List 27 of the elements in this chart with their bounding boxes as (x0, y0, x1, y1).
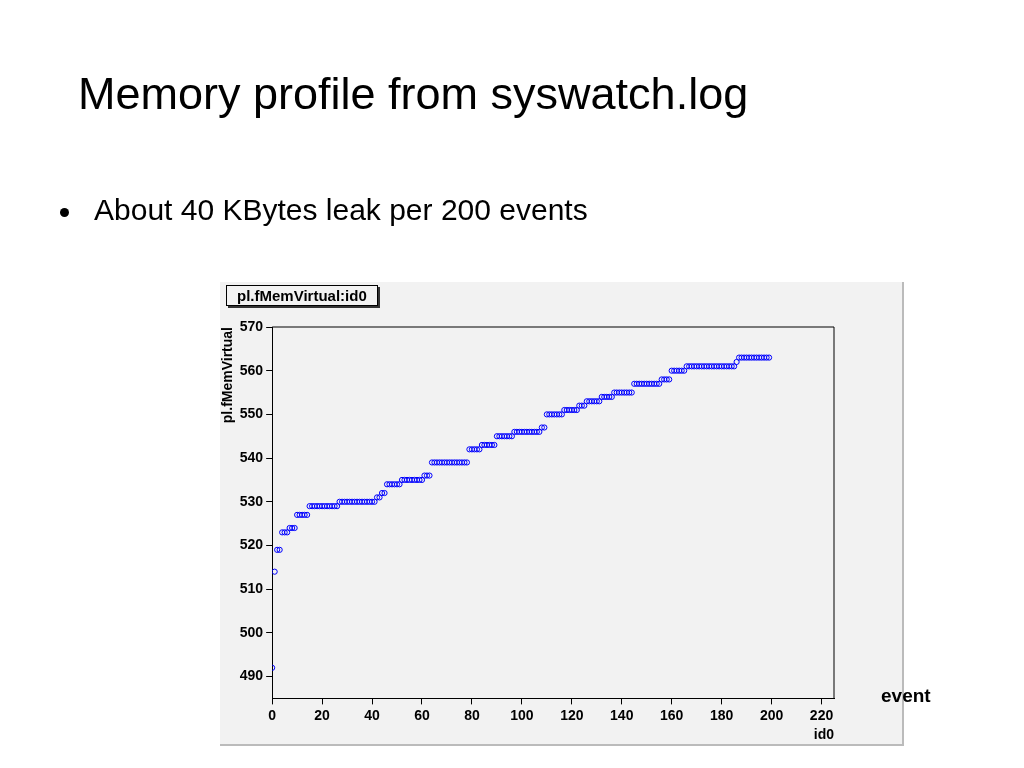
x-tick-label: 60 (414, 706, 430, 723)
y-tick-label: 540 (239, 448, 264, 465)
chart-title: Memory profile from syswatch.log (78, 68, 749, 120)
x-tick-label: 40 (364, 706, 381, 723)
y-tick-label: 490 (239, 667, 264, 684)
x-tick-label: 0 (268, 706, 277, 723)
x-tick-label: 80 (464, 706, 480, 723)
y-axis-title: pl.fMemVirtual (219, 327, 236, 424)
x-tick-label: 200 (759, 706, 784, 723)
y-tick-label: 500 (239, 623, 264, 640)
x-tick-label: 140 (610, 706, 634, 723)
x-tick-label: 20 (314, 706, 331, 723)
x-axis-title: id0 (813, 726, 835, 743)
text: event (881, 685, 931, 707)
y-tick-label: 510 (239, 580, 264, 597)
chart-subtitle: About 40 KBytes leak per 200 events (94, 193, 588, 226)
y-tick-label: 520 (239, 536, 264, 553)
x-tick-label: 120 (560, 706, 584, 723)
x-tick-label: 100 (510, 706, 534, 723)
y-tick-label: 530 (239, 492, 264, 509)
x-tick-label: 180 (709, 706, 734, 723)
y-tick-label: 570 (239, 317, 264, 334)
y-tick-label: 560 (239, 361, 264, 378)
text: pl.fMemVirtual:id0 (226, 285, 378, 306)
x-tick-label: 220 (809, 706, 834, 723)
y-tick-label: 550 (239, 405, 264, 422)
x-tick-label: 160 (660, 706, 684, 723)
